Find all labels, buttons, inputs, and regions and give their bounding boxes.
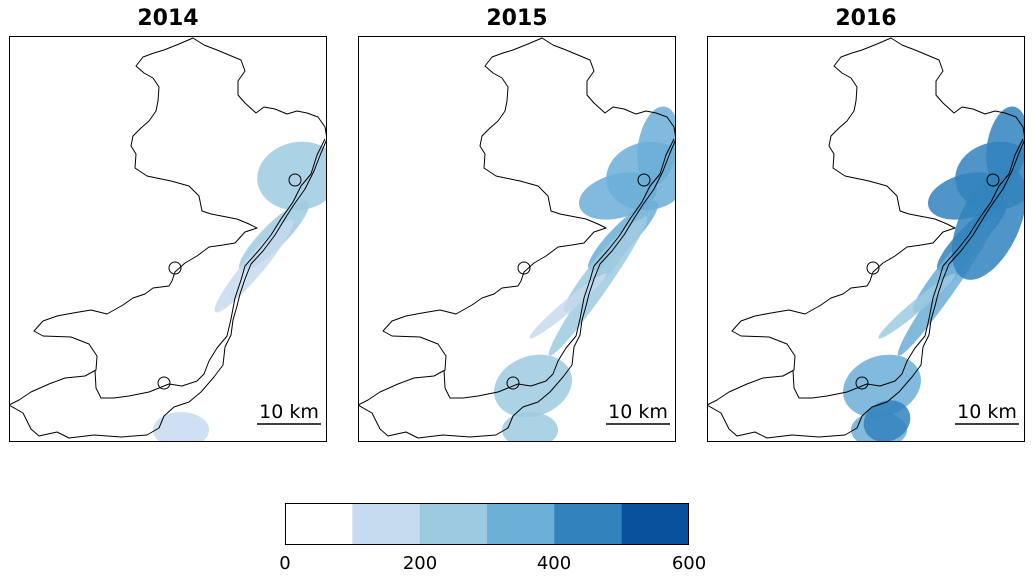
site-markers bbox=[157, 173, 302, 390]
density-patch bbox=[494, 354, 572, 418]
site-marker bbox=[986, 173, 1000, 187]
colorbar-tick-label: 400 bbox=[536, 553, 572, 574]
density-layer bbox=[843, 106, 1025, 442]
density-patch bbox=[863, 400, 911, 442]
site-marker bbox=[517, 261, 531, 275]
region-outline bbox=[707, 37, 1025, 439]
map-frame bbox=[358, 36, 676, 442]
scale-bar-label: 10 km bbox=[608, 401, 668, 423]
density-patch bbox=[153, 412, 209, 442]
colorbar-tick-label: 600 bbox=[671, 553, 707, 574]
colorbar bbox=[285, 503, 690, 545]
site-marker bbox=[168, 261, 182, 275]
density-patch bbox=[951, 168, 1025, 280]
region-border bbox=[358, 37, 676, 439]
region-border bbox=[707, 37, 1025, 439]
river-line bbox=[443, 138, 675, 399]
colorbar-swatch bbox=[352, 503, 421, 545]
region-outline bbox=[358, 37, 676, 439]
density-patch bbox=[843, 354, 921, 418]
density-layer bbox=[494, 106, 676, 442]
site-markers bbox=[855, 173, 1000, 390]
panel-title-2016: 2016 bbox=[835, 6, 897, 31]
site-marker bbox=[855, 376, 869, 390]
colorbar-swatch bbox=[419, 503, 488, 545]
river-line bbox=[792, 138, 1024, 399]
map-svg-2016: 10 km bbox=[707, 36, 1025, 442]
site-markers bbox=[506, 173, 651, 390]
map-panel-2016: 10 km bbox=[707, 36, 1025, 442]
site-marker bbox=[288, 173, 302, 187]
map-frame bbox=[9, 36, 327, 442]
density-patch bbox=[637, 106, 676, 186]
density-patch bbox=[214, 219, 294, 313]
colorbar-swatch bbox=[621, 503, 690, 545]
scale-bar-label: 10 km bbox=[957, 401, 1017, 423]
colorbar-swatch bbox=[285, 503, 353, 545]
colorbar-swatch bbox=[554, 503, 623, 545]
site-marker bbox=[157, 376, 171, 390]
region-outline bbox=[9, 37, 327, 439]
map-panel-2015: 10 km bbox=[358, 36, 676, 442]
map-svg-2015: 10 km bbox=[358, 36, 676, 442]
colorbar-svg bbox=[285, 503, 690, 545]
map-panel-2014: 10 km bbox=[9, 36, 327, 442]
colorbar-tick-label: 200 bbox=[402, 553, 438, 574]
map-svg-2014: 10 km bbox=[9, 36, 327, 442]
site-marker bbox=[637, 173, 651, 187]
river-line bbox=[94, 138, 326, 399]
panel-title-2014: 2014 bbox=[137, 6, 199, 31]
scale-bar-label: 10 km bbox=[259, 401, 319, 423]
colorbar-swatch bbox=[487, 503, 555, 545]
panel-title-2015: 2015 bbox=[486, 6, 548, 31]
site-marker bbox=[506, 376, 520, 390]
density-patch bbox=[257, 141, 327, 211]
site-marker bbox=[866, 261, 880, 275]
density-patch bbox=[502, 412, 558, 442]
colorbar-tick-label: 0 bbox=[279, 553, 291, 574]
map-frame bbox=[707, 36, 1025, 442]
density-patch bbox=[986, 106, 1025, 186]
region-border bbox=[9, 37, 327, 439]
